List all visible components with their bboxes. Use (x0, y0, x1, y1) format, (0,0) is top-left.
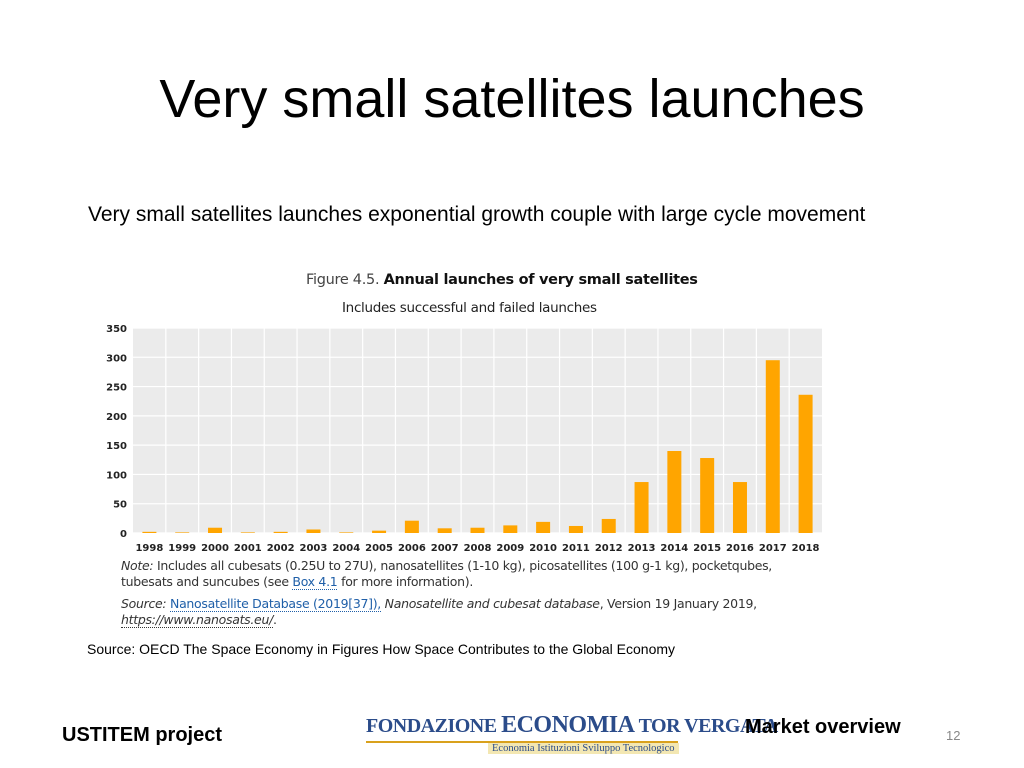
bar-2002 (273, 531, 288, 533)
bar-1999 (175, 532, 190, 533)
x-tick-label: 2009 (496, 543, 524, 554)
bar-2003 (306, 529, 321, 533)
x-tick-label: 1999 (168, 543, 196, 554)
bar-2012 (601, 518, 616, 533)
x-tick-label: 2008 (464, 543, 492, 554)
x-tick-label: 2018 (792, 543, 820, 554)
foundation-logo: FONDAZIONE ECONOMIA TOR VERGATA Economia… (366, 712, 778, 756)
x-tick-label: 2014 (660, 543, 688, 554)
figure-source: Source: Nanosatellite Database (2019[37]… (121, 596, 801, 628)
bar-2013 (634, 482, 649, 533)
bar-2009 (503, 525, 518, 533)
box-link[interactable]: Box 4.1 (292, 574, 338, 590)
page-number: 12 (946, 728, 961, 743)
source-end: . (273, 612, 277, 627)
y-tick-label: 50 (113, 500, 127, 511)
y-tick-label: 200 (106, 412, 127, 423)
note-text-end: for more information). (341, 574, 474, 589)
logo-tagline: Economia Istituzioni Sviluppo Tecnologic… (488, 743, 679, 754)
x-tick-label: 2005 (365, 543, 393, 554)
logo-word-1: FONDAZIONE (366, 715, 497, 737)
bar-chart: 0 50 100 150 200 250 300 350 1998 1999 2000 2001 200… (106, 324, 822, 554)
logo-wordmark: FONDAZIONE ECONOMIA TOR VERGATA (366, 712, 778, 739)
y-tick-label: 300 (106, 353, 127, 364)
bar-2017 (765, 360, 780, 533)
y-tick-label: 250 (106, 383, 127, 394)
source-title: Nanosatellite and cubesat database (384, 596, 600, 611)
y-tick-label: 350 (106, 324, 127, 335)
bar-2016 (732, 482, 747, 533)
logo-word-3: TOR VERGATA (638, 715, 779, 737)
x-tick-label: 2013 (628, 543, 656, 554)
x-tick-label: 2000 (201, 543, 229, 554)
footer-section: Market overview (745, 716, 901, 738)
bar-2007 (437, 528, 452, 533)
x-tick-label: 2017 (759, 543, 787, 554)
logo-word-2: ECONOMIA (501, 712, 635, 738)
figure-note: Note: Includes all cubesats (0.25U to 27… (121, 558, 801, 590)
bar-2001 (240, 532, 255, 533)
x-tick-label: 2015 (693, 543, 721, 554)
bar-2000 (208, 527, 223, 533)
bar-2004 (339, 532, 354, 533)
x-tick-label: 2012 (595, 543, 623, 554)
figure-subheading: Includes successful and failed launches (342, 300, 597, 316)
source-version: , Version 19 January 2019, (599, 596, 757, 611)
slide-source: Source: OECD The Space Economy in Figure… (87, 641, 676, 657)
slide-title: Very small satellites launches (159, 69, 865, 129)
x-tick-label: 2002 (267, 543, 295, 554)
source-label: Source: (121, 596, 167, 611)
footer-project: USTITEM project (62, 724, 223, 746)
y-tick-label: 0 (120, 529, 127, 540)
figure-title: Annual launches of very small satellites (383, 272, 698, 288)
figure-number: Figure 4.5. (306, 272, 380, 288)
x-tick-label: 2011 (562, 543, 590, 554)
note-label: Note: (121, 558, 154, 573)
y-tick-label: 150 (106, 441, 127, 452)
figure-heading: Figure 4.5. Annual launches of very smal… (306, 272, 698, 288)
x-tick-label: 2001 (234, 543, 262, 554)
database-link[interactable]: Nanosatellite Database (2019[37]), (170, 596, 381, 612)
x-tick-label: 2010 (529, 543, 557, 554)
bar-2010 (536, 521, 551, 533)
bar-2011 (568, 525, 583, 533)
x-tick-label: 2003 (300, 543, 328, 554)
bar-2015 (700, 458, 715, 533)
slide-subtitle: Very small satellites launches exponenti… (88, 203, 866, 226)
x-tick-label: 1998 (135, 543, 163, 554)
y-tick-label: 100 (106, 470, 127, 481)
note-text: Includes all cubesats (0.25U to 27U), na… (121, 558, 772, 589)
bar-2005 (372, 530, 387, 533)
bar-1998 (142, 531, 157, 533)
x-tick-label: 2004 (332, 543, 360, 554)
source-url-link[interactable]: https://www.nanosats.eu/ (121, 612, 273, 628)
bar-2006 (404, 520, 419, 533)
bar-2014 (667, 451, 682, 533)
x-tick-label: 2006 (398, 543, 426, 554)
bar-2018 (798, 394, 813, 533)
x-tick-label: 2007 (431, 543, 459, 554)
bar-2008 (470, 527, 485, 533)
plot-area (133, 328, 822, 533)
x-tick-label: 2016 (726, 543, 754, 554)
logo-rule (366, 741, 678, 743)
